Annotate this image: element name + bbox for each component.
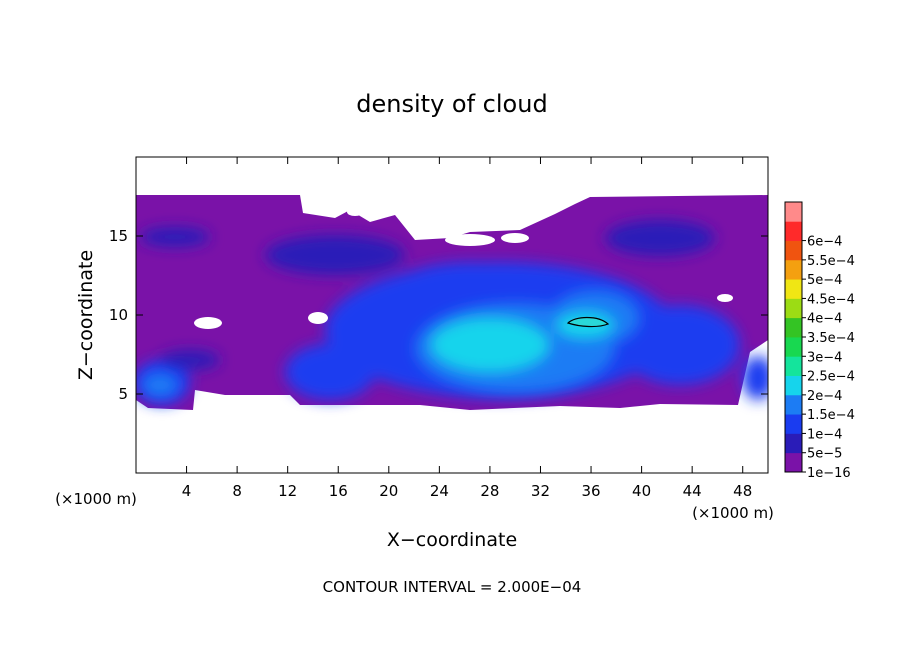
x-tick-label: 40 — [632, 482, 651, 500]
gap-4 — [308, 312, 328, 324]
upper-mid-blue — [265, 235, 405, 275]
x-tick-label: 12 — [278, 482, 297, 500]
colorbar-swatch — [785, 375, 802, 396]
x-tick-label: 32 — [531, 482, 550, 500]
colorbar-label: 1e−4 — [807, 427, 842, 442]
colorbar-swatch — [785, 317, 802, 338]
colorbar-label: 5e−5 — [807, 447, 842, 462]
x-tick-label: 20 — [379, 482, 398, 500]
x-unit-right: (×1000 m) — [692, 504, 774, 522]
colorbar-label: 4.5e−4 — [807, 292, 855, 307]
y-tick-label: 5 — [118, 385, 128, 403]
gap-1 — [445, 234, 495, 246]
colorbar-swatch — [785, 221, 802, 241]
gap-5 — [717, 294, 733, 302]
right-blue — [620, 305, 740, 385]
colorbar-swatch — [785, 337, 802, 357]
upper-left-blue — [140, 227, 210, 247]
colorbar-swatch — [785, 240, 802, 261]
y-tick-label: 15 — [109, 227, 128, 245]
colorbar-label: 5.5e−4 — [807, 254, 855, 269]
colorbar-swatch — [785, 414, 802, 434]
colorbar-label: 5e−4 — [807, 273, 842, 288]
colorbar-label: 1e−16 — [807, 466, 851, 481]
colorbar-swatch — [785, 259, 802, 280]
left-low-blue — [160, 350, 220, 370]
x-axis-label: X−coordinate — [387, 529, 517, 551]
max-density-contour — [566, 316, 610, 328]
gap-3 — [194, 317, 222, 329]
contour-interval-footer: CONTOUR INTERVAL = 2.000E−04 — [323, 578, 582, 596]
colorbar-label: 3e−4 — [807, 350, 842, 365]
x-tick-label: 16 — [329, 482, 348, 500]
colorbar-label: 6e−4 — [807, 235, 842, 250]
x-tick-label: 48 — [733, 482, 752, 500]
x-tick-label: 24 — [430, 482, 449, 500]
left-light-blue — [142, 373, 178, 397]
gap-2 — [501, 233, 529, 243]
x-tick-label: 8 — [232, 482, 242, 500]
contour-field — [136, 195, 768, 410]
x-tick-label: 4 — [182, 482, 192, 500]
right-edge-blue — [742, 356, 768, 400]
x-axis-ticks: 4 8 12 16 20 24 28 32 36 40 44 48 — [182, 157, 752, 500]
x-tick-label: 28 — [480, 482, 499, 500]
cloud-gaps — [194, 208, 733, 329]
colorbar-label: 2e−4 — [807, 389, 842, 404]
colorbar-swatch — [785, 202, 802, 222]
colorbar-label: 2.5e−4 — [807, 370, 855, 385]
colorbar-label: 3.5e−4 — [807, 331, 855, 346]
colorbar-swatch — [785, 433, 802, 454]
colorbar-swatch — [785, 356, 802, 376]
x-tick-label: 44 — [683, 482, 702, 500]
core-cyan — [430, 317, 550, 373]
colorbar-label: 1.5e−4 — [807, 408, 855, 423]
gap-6 — [347, 208, 363, 216]
colorbar-swatch — [785, 394, 802, 415]
upper-right-blue — [605, 220, 715, 256]
y-tick-label: 10 — [109, 306, 128, 324]
colorbar-swatch — [785, 452, 802, 473]
colorbar-swatch — [785, 279, 802, 299]
x-unit-left: (×1000 m) — [55, 490, 137, 508]
y-axis-ticks: 5 10 15 — [109, 227, 768, 403]
y-axis-label: Z−coordinate — [75, 250, 97, 380]
colorbar-label: 4e−4 — [807, 312, 842, 327]
chart-title: density of cloud — [356, 90, 547, 118]
colorbar-swatch — [785, 298, 802, 319]
colorbar: 1e−16 5e−5 1e−4 1.5e−4 2e−4 2.5e−4 3e−4 3.5e−4 4… — [784, 201, 855, 481]
x-tick-label: 36 — [581, 482, 600, 500]
